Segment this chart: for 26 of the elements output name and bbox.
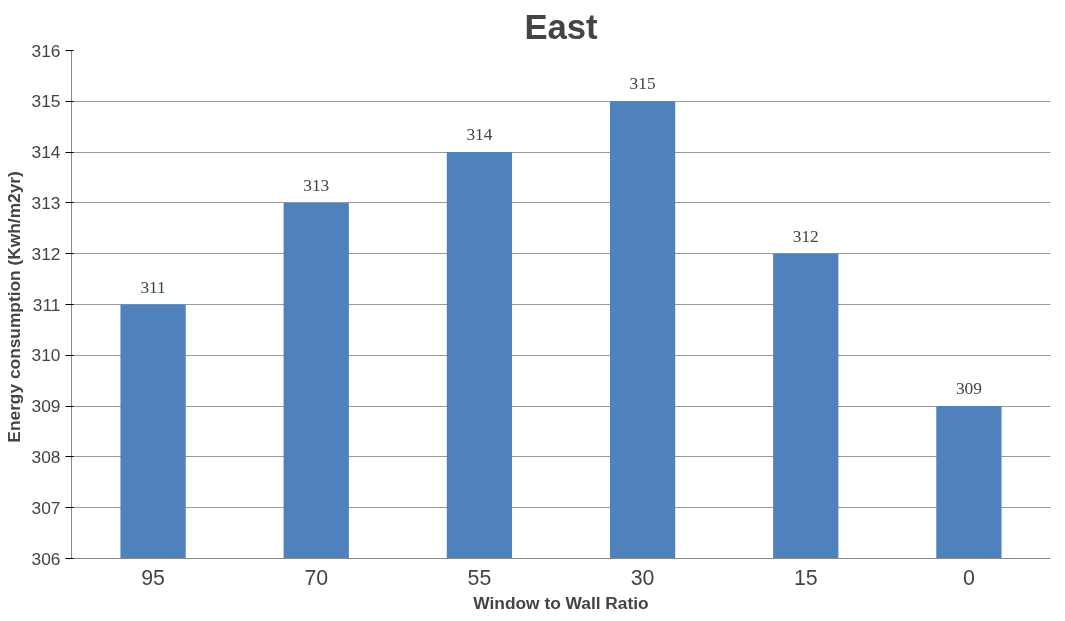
x-axis-title: Window to Wall Ratio: [473, 592, 649, 613]
y-tick-label: 312: [31, 243, 61, 264]
y-tick-label: 310: [31, 345, 61, 366]
y-tick-label: 309: [31, 396, 61, 417]
data-label: 313: [303, 175, 330, 195]
y-tick-label: 311: [32, 294, 61, 315]
data-label: 311: [140, 277, 166, 297]
y-tick-label: 314: [31, 142, 61, 163]
x-tick-label: 30: [630, 565, 655, 590]
x-tick-label: 0: [962, 565, 975, 590]
y-tick-label: 316: [31, 40, 61, 61]
x-tick-label: 95: [141, 565, 165, 590]
y-tick-label: 308: [31, 446, 61, 467]
chart-title: East: [524, 7, 599, 46]
y-axis-title: Energy consumption (Kwh/m2yr): [3, 171, 24, 443]
data-label: 312: [792, 226, 819, 246]
y-tick-label: 315: [31, 91, 61, 112]
y-tick-label: 306: [31, 548, 61, 569]
data-label: 314: [466, 125, 493, 145]
y-tick-label: 307: [31, 497, 61, 518]
data-label: 309: [955, 379, 982, 399]
x-tick-label: 55: [467, 565, 492, 590]
y-tick-label: 313: [31, 192, 61, 213]
x-tick-label: 70: [304, 565, 329, 590]
data-label: 315: [629, 74, 656, 94]
x-tick-label: 15: [793, 565, 818, 590]
